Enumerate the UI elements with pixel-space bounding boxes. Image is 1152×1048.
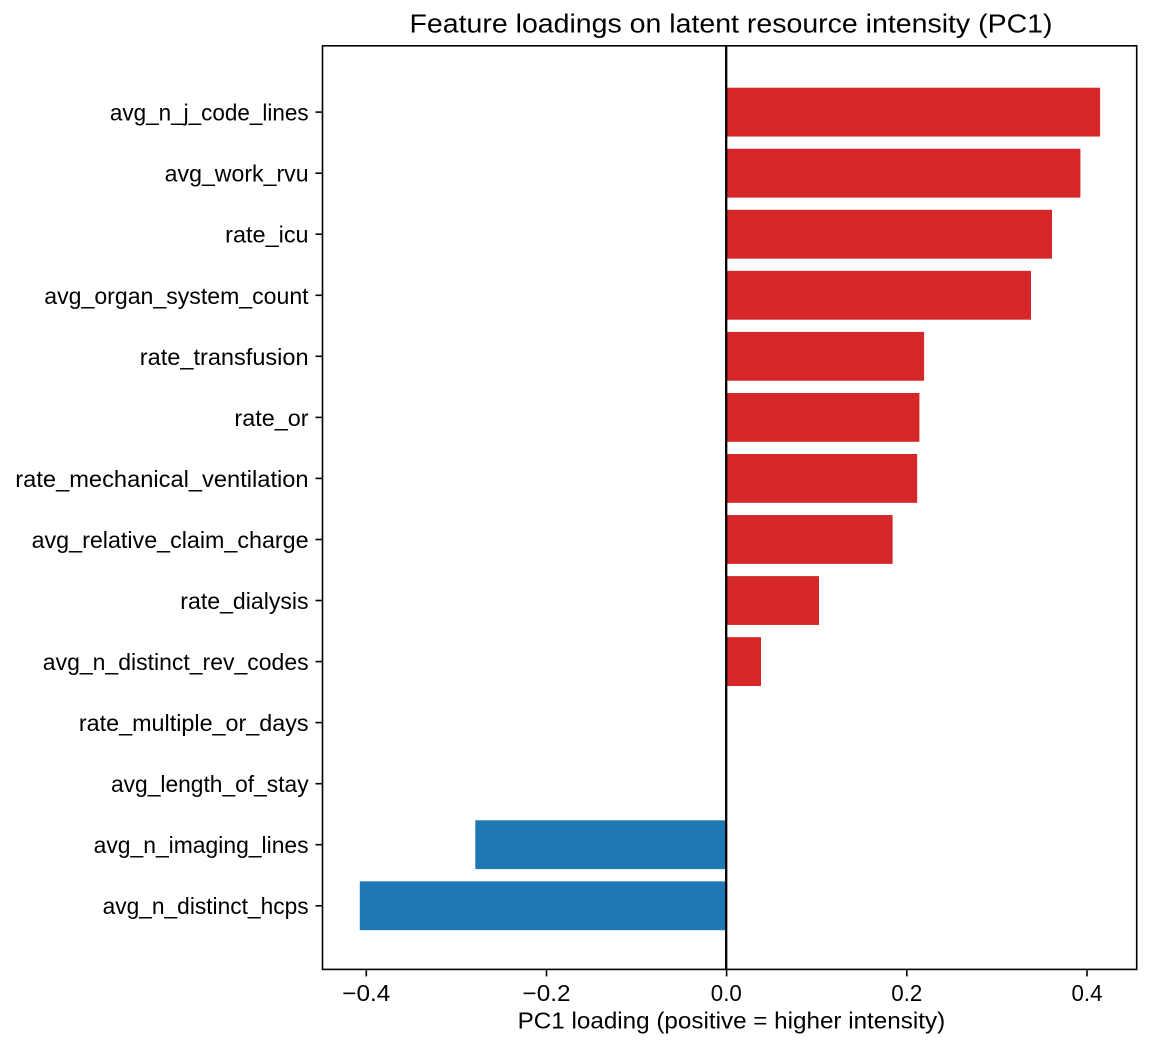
svg-text:avg_organ_system_count: avg_organ_system_count xyxy=(44,283,309,309)
svg-text:rate_mechanical_ventilation: rate_mechanical_ventilation xyxy=(15,466,308,492)
svg-text:rate_dialysis: rate_dialysis xyxy=(180,588,308,614)
svg-text:−0.4: −0.4 xyxy=(342,980,390,1006)
svg-text:−0.2: −0.2 xyxy=(523,980,571,1006)
svg-text:0.2: 0.2 xyxy=(891,980,922,1006)
svg-text:avg_n_j_code_lines: avg_n_j_code_lines xyxy=(110,100,309,126)
svg-text:rate_icu: rate_icu xyxy=(225,222,308,248)
svg-text:avg_length_of_stay: avg_length_of_stay xyxy=(111,771,309,797)
svg-text:rate_or: rate_or xyxy=(234,405,309,431)
svg-text:Feature loadings on latent res: Feature loadings on latent resource inte… xyxy=(410,11,1053,39)
svg-text:avg_relative_claim_charge: avg_relative_claim_charge xyxy=(32,527,309,553)
svg-text:rate_transfusion: rate_transfusion xyxy=(140,344,309,370)
svg-text:avg_n_imaging_lines: avg_n_imaging_lines xyxy=(94,832,309,858)
svg-text:0.4: 0.4 xyxy=(1072,980,1103,1006)
svg-text:avg_n_distinct_rev_codes: avg_n_distinct_rev_codes xyxy=(43,649,309,675)
svg-text:0.0: 0.0 xyxy=(711,980,742,1006)
svg-text:rate_multiple_or_days: rate_multiple_or_days xyxy=(79,710,309,736)
svg-text:avg_n_distinct_hcps: avg_n_distinct_hcps xyxy=(103,893,309,919)
svg-text:avg_work_rvu: avg_work_rvu xyxy=(165,161,309,187)
svg-text:PC1 loading (positive = higher: PC1 loading (positive = higher intensity… xyxy=(518,1008,946,1034)
